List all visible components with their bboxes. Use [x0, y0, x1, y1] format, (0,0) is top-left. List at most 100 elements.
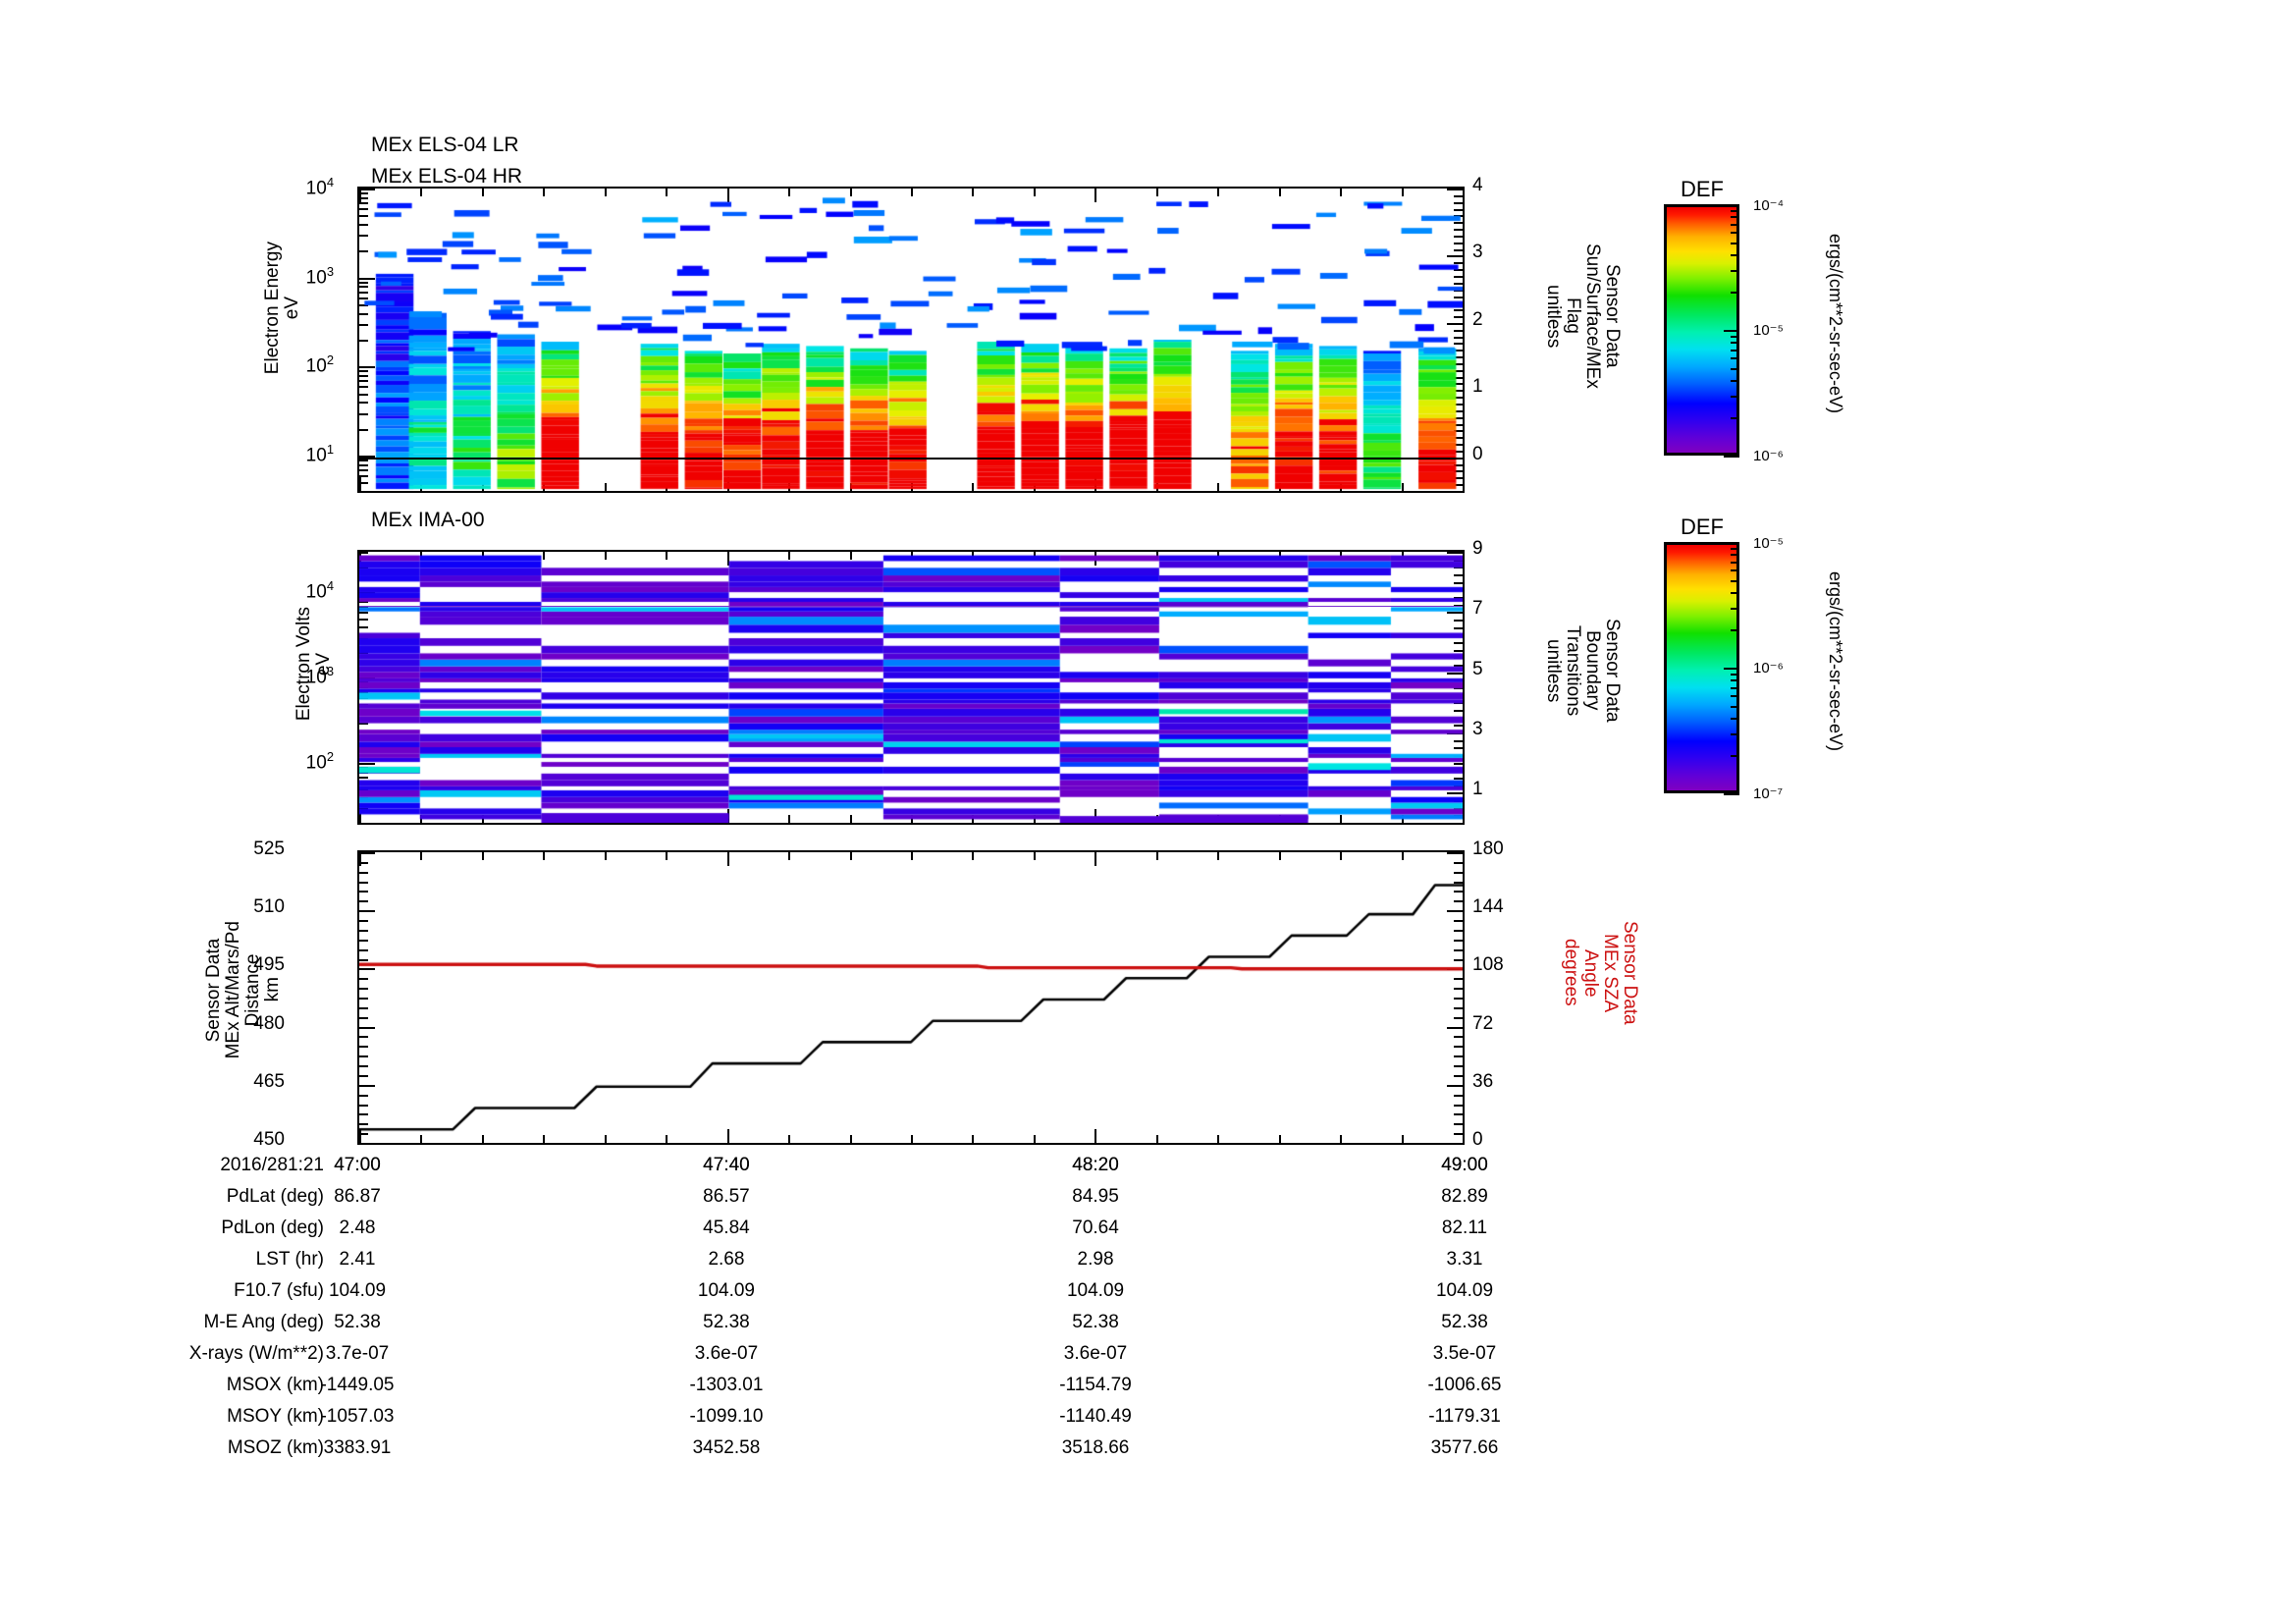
panel-alt-ylabel: Sensor Data MEx Alt/Mars/Pd Distance km	[203, 921, 283, 1059]
panel-els-ytick-1: 103	[305, 263, 334, 288]
table-row-label: F10.7 (sfu)	[234, 1280, 324, 1301]
panel-alt-ytick-510: 510	[253, 896, 285, 918]
table-row-label: MSOX (km)	[226, 1375, 324, 1395]
table-cell: 3.6e-07	[1063, 1343, 1128, 1364]
table-cell: 2.68	[708, 1249, 745, 1270]
colorbar-1-title: DEF	[1681, 177, 1724, 201]
colorbar-2-tick	[1731, 569, 1739, 572]
axis-tick	[1463, 852, 1465, 866]
colorbar-2-tick	[1731, 547, 1739, 550]
table-cell: 3383.91	[323, 1437, 392, 1458]
panel-alt-ytick-480: 480	[253, 1012, 285, 1034]
table-cell: 84.95	[1072, 1186, 1119, 1207]
panel-ima-right-tick-9: 9	[1472, 538, 1483, 559]
panel-ima-ytick-1: 103	[305, 664, 334, 688]
panel-alt-ytick-495: 495	[253, 954, 285, 976]
table-cell: 47:00	[334, 1155, 381, 1175]
table-cell: -1154.79	[1059, 1375, 1132, 1395]
colorbar-1-mid-label: 10⁻⁵	[1753, 322, 1784, 339]
axis-tick	[1463, 552, 1465, 566]
table-cell: 104.09	[697, 1280, 756, 1301]
colorbar-1-tick	[1731, 223, 1739, 226]
colorbar-2-title: DEF	[1681, 514, 1724, 539]
colorbar-1-tick	[1724, 204, 1739, 206]
table-cell: 86.87	[334, 1186, 381, 1207]
boundary-transition-line	[359, 605, 1463, 607]
table-cell: 52.38	[334, 1312, 381, 1332]
axis-tick	[1463, 1129, 1465, 1143]
panel-ima-spectrogram	[357, 550, 1465, 825]
panel-sza-right-tick-180: 180	[1472, 839, 1504, 859]
table-cell: 3518.66	[1061, 1437, 1130, 1458]
colorbar-2-tick	[1731, 679, 1739, 682]
table-cell: 3.7e-07	[325, 1343, 390, 1364]
axis-tick	[1447, 1142, 1463, 1143]
panel-ima-ytick-0: 104	[305, 578, 334, 603]
colorbar-1-min-label: 10⁻⁶	[1753, 448, 1784, 464]
colorbar-1-tick	[1731, 349, 1739, 352]
panel-ima-title: MEx IMA-00	[371, 509, 485, 531]
x-tick-label-0: 47:00	[334, 1155, 381, 1175]
colorbar-1-tick	[1731, 417, 1739, 420]
colorbar-1-tick	[1724, 330, 1739, 332]
colorbar-1-tick	[1731, 357, 1739, 360]
table-cell: 104.09	[328, 1280, 387, 1301]
colorbar-1-tick	[1731, 209, 1739, 212]
x-tick-label-3: 49:00	[1441, 1155, 1488, 1175]
colorbar-2-tick	[1731, 554, 1739, 557]
panel-alt-ytick-450: 450	[253, 1129, 285, 1150]
table-cell: -1006.65	[1427, 1375, 1502, 1395]
colorbar-1-unit-label: ergs/(cm**2-sr-sec-eV)	[1825, 234, 1845, 414]
table-row-label: LST (hr)	[255, 1249, 324, 1270]
colorbar-1-tick	[1731, 367, 1739, 370]
panel-sza-right-tick-36: 36	[1472, 1070, 1494, 1092]
table-cell: 52.38	[1072, 1312, 1119, 1332]
x-tick-label-1: 47:40	[703, 1155, 750, 1175]
colorbar-2-tick	[1731, 755, 1739, 758]
colorbar-2-tick	[1731, 695, 1739, 698]
colorbar-1-tick	[1731, 232, 1739, 235]
colorbar-1-tick	[1731, 253, 1739, 256]
table-row-label: MSOZ (km)	[227, 1437, 324, 1458]
sun-surface-flag-line	[359, 457, 1463, 460]
colorbar-2-max-label: 10⁻⁵	[1753, 535, 1784, 552]
table-row-label: MSOY (km)	[227, 1406, 324, 1427]
table-cell: -1057.03	[320, 1406, 395, 1427]
table-cell: 52.38	[703, 1312, 750, 1332]
table-cell: -1303.01	[689, 1375, 764, 1395]
panel-ima-right-tick-1: 1	[1472, 779, 1483, 800]
table-cell: -1099.10	[689, 1406, 764, 1427]
panel-sza-right-tick-72: 72	[1472, 1012, 1494, 1034]
colorbar-2-tick	[1731, 579, 1739, 582]
axis-tick	[1463, 189, 1465, 202]
table-cell: 47:40	[703, 1155, 750, 1175]
table-row-label: 2016/281:21	[220, 1155, 324, 1175]
table-row-label: X-rays (W/m**2)	[188, 1343, 324, 1364]
panel-alt-ytick-525: 525	[253, 839, 285, 859]
table-cell: 3.6e-07	[694, 1343, 759, 1364]
axis-tick	[359, 823, 368, 825]
table-cell: -1140.49	[1059, 1406, 1132, 1427]
colorbar-2-min-label: 10⁻⁷	[1753, 785, 1784, 802]
axis-tick	[359, 1142, 375, 1143]
colorbar-1-tick	[1731, 335, 1739, 338]
panel-ima-right-label: Sensor Data Boundary Transitions unitles…	[1542, 619, 1623, 723]
table-cell: 45.84	[703, 1217, 750, 1238]
panel-ima-right-tick-7: 7	[1472, 598, 1483, 620]
colorbar-2-tick	[1731, 705, 1739, 708]
colorbar-2-tick	[1731, 717, 1739, 720]
colorbar-1-tick	[1731, 242, 1739, 244]
table-cell: 3452.58	[692, 1437, 761, 1458]
colorbar-1-tick	[1731, 216, 1739, 219]
colorbar-2-tick	[1731, 686, 1739, 689]
colorbar-2-tick	[1731, 591, 1739, 594]
colorbar-2-tick	[1724, 542, 1739, 544]
colorbar-2-mid-label: 10⁻⁶	[1753, 660, 1784, 676]
colorbar-2-unit-label: ergs/(cm**2-sr-sec-eV)	[1825, 571, 1845, 752]
panel-els-title-hr: MEx ELS-04 HR	[371, 165, 523, 188]
axis-tick	[1454, 822, 1463, 823]
table-cell: 48:20	[1072, 1155, 1119, 1175]
table-cell: 2.41	[339, 1249, 376, 1270]
panel-sza-right-tick-108: 108	[1472, 954, 1504, 976]
panel-ima-right-tick-3: 3	[1472, 719, 1483, 739]
